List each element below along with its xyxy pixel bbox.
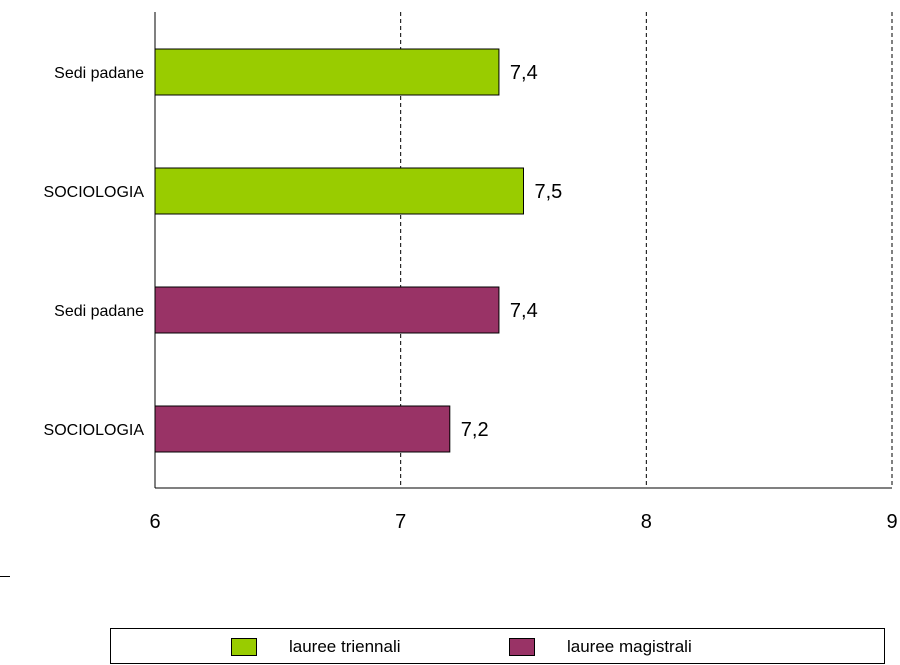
x-tick-label: 6: [149, 511, 160, 533]
legend-label-triennali: lauree triennali: [289, 637, 401, 656]
bars-group: [154, 48, 524, 453]
legend-label-magistrali: lauree magistrali: [567, 637, 692, 656]
category-labels: Sedi padane SOCIOLOGIA Sedi padane SOCIOLOG…: [44, 65, 145, 439]
value-label: 7,4: [510, 300, 538, 322]
legend-item-magistrali: lauree magistrali: [509, 637, 692, 657]
legend-item-triennali: lauree triennali: [231, 637, 401, 657]
x-tick-label: 8: [641, 511, 652, 533]
value-label: 7,4: [510, 62, 538, 84]
legend: lauree triennali lauree magistrali: [110, 628, 885, 664]
value-labels: 7,4 7,5 7,4 7,2: [461, 62, 563, 441]
bar: [154, 167, 524, 215]
bar-chart: Sedi padane SOCIOLOGIA Sedi padane SOCIOLOG…: [44, 12, 898, 533]
legend-swatch-triennali: [231, 638, 257, 656]
value-label: 7,2: [461, 419, 489, 441]
axis-fragment: [0, 576, 10, 577]
legend-swatch-magistrali: [509, 638, 535, 656]
category-label: Sedi padane: [54, 65, 144, 82]
category-label: Sedi padane: [54, 303, 144, 320]
category-label: SOCIOLOGIA: [44, 184, 145, 201]
value-label: 7,5: [535, 181, 563, 203]
bar: [154, 286, 500, 334]
bar: [154, 48, 500, 96]
x-tick-label: 9: [886, 511, 897, 533]
x-tick-label: 7: [395, 511, 406, 533]
x-tick-labels: 6 7 8 9: [149, 511, 897, 533]
bar: [154, 405, 451, 453]
category-label: SOCIOLOGIA: [44, 422, 145, 439]
